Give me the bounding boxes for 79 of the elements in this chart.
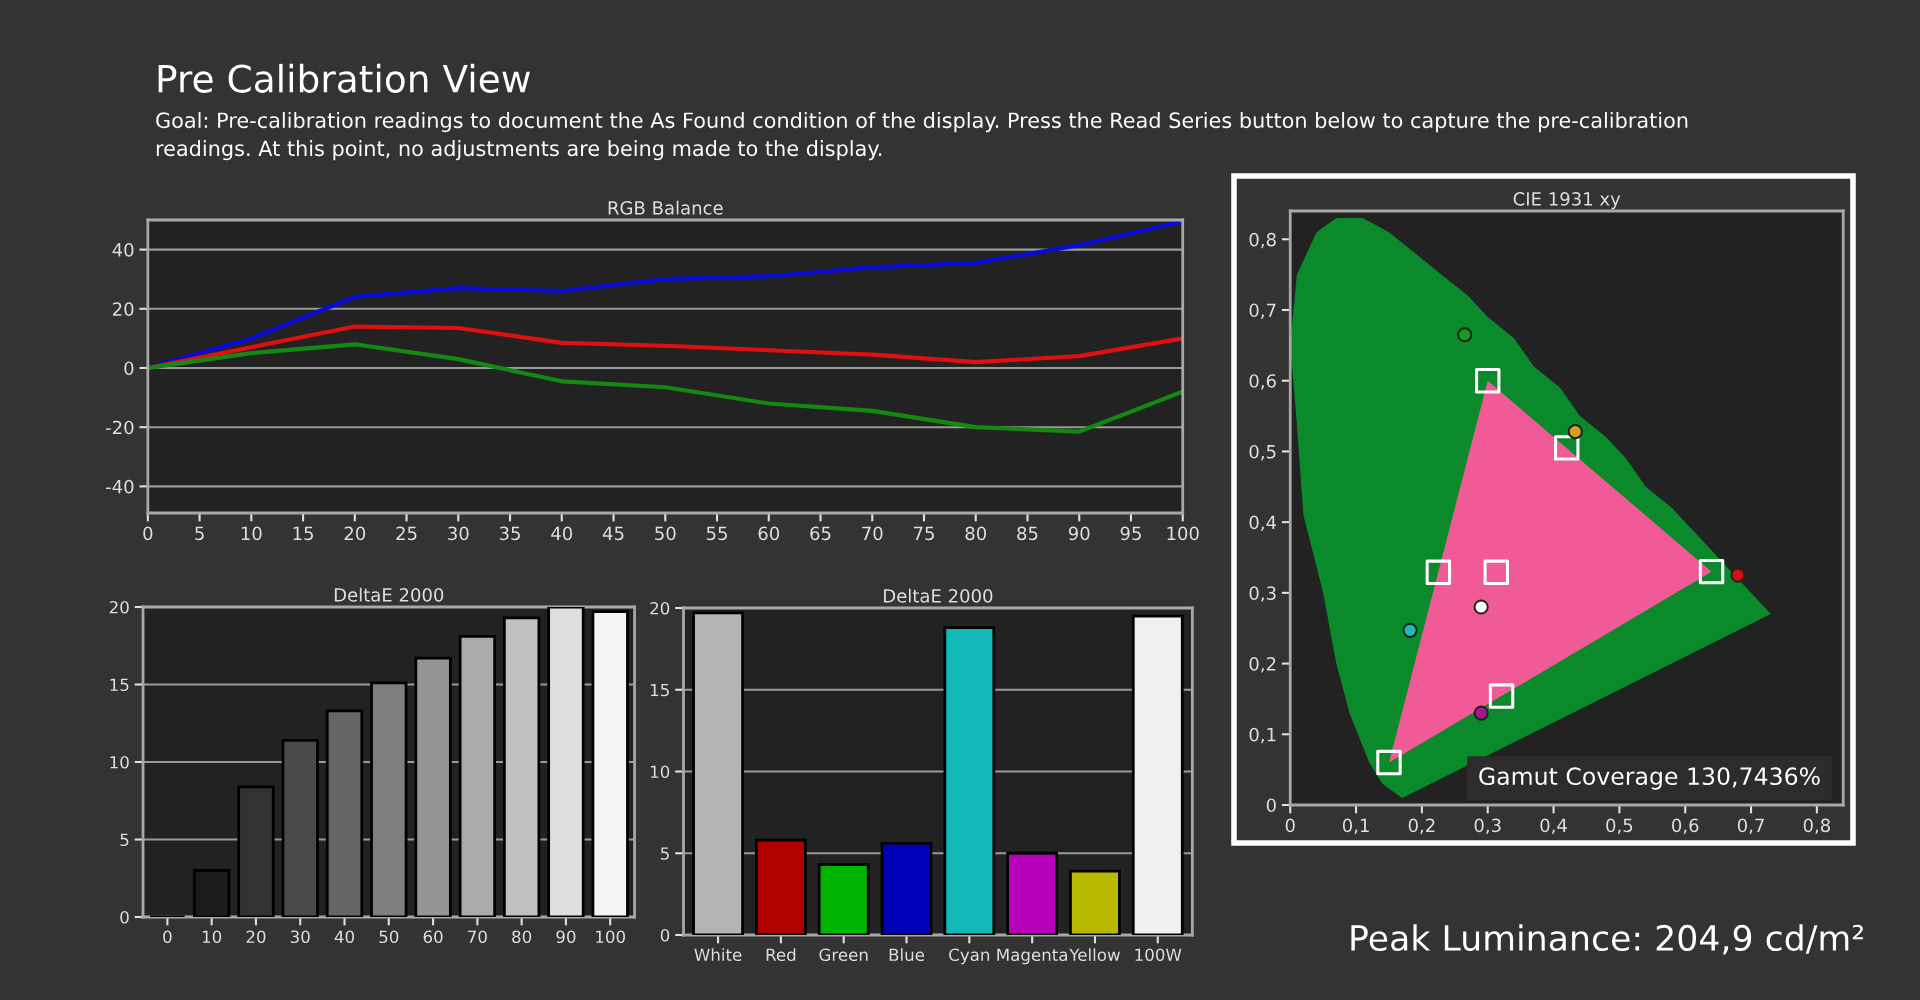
x-tick-label: 100 [1167, 526, 1199, 541]
x-tick-label: 0 [163, 930, 172, 944]
x-tick-label: 70 [862, 526, 883, 541]
y-tick-label: -20 [106, 420, 134, 435]
x-tick-label: 0,4 [1540, 818, 1567, 835]
y-tick-label: 20 [112, 302, 134, 316]
x-tick-label: 10 [202, 930, 222, 944]
x-tick-label: 0,2 [1408, 818, 1435, 835]
x-tick-label: 55 [706, 526, 727, 541]
x-tick-label: Yellow [1069, 948, 1120, 962]
chart-title: RGB Balance [608, 200, 723, 215]
x-tick-label: 0,7 [1737, 818, 1764, 835]
x-tick-label: 45 [602, 526, 624, 541]
x-tick-label: 0,5 [1606, 818, 1633, 835]
x-tick-label: 0,3 [1474, 818, 1501, 835]
y-tick-label: 15 [650, 683, 669, 697]
x-tick-label: Red [766, 948, 796, 962]
x-tick-label: 25 [396, 526, 417, 541]
y-tick-label: 10 [110, 755, 129, 769]
text: Goal: Pre-calibration readings to document the As Found condition of the display. Press the Read Series button below to capture the pre-calibration readings. At this point, no adjustments are being made to the display. [156, 112, 1688, 161]
x-tick-label: 50 [655, 526, 676, 541]
x-tick-label: 95 [1120, 526, 1141, 541]
x-tick-label: 80 [512, 930, 532, 944]
x-tick-label: 15 [293, 526, 313, 541]
x-tick-label: Magenta [997, 948, 1067, 965]
x-tick-label: 35 [499, 526, 520, 541]
x-tick-label: Cyan [949, 948, 990, 965]
y-tick-label: 5 [120, 833, 129, 847]
chart-title: CIE 1931 xy [1513, 192, 1621, 210]
x-tick-label: 30 [448, 526, 469, 541]
x-tick-label: 65 [810, 526, 831, 541]
x-tick-label: 30 [290, 930, 310, 944]
y-tick-label: 0,2 [1249, 657, 1276, 673]
y-tick-label: 5 [661, 847, 669, 860]
x-tick-label: 0,1 [1342, 818, 1369, 835]
x-tick-label: 75 [913, 526, 934, 541]
y-tick-label: 0 [120, 910, 129, 924]
x-tick-label: 20 [246, 930, 266, 944]
chart-title: DeltaE 2000 [884, 588, 993, 603]
x-tick-label: White [694, 948, 742, 962]
y-tick-label: 0,6 [1249, 374, 1276, 390]
x-tick-label: 70 [468, 930, 487, 944]
x-tick-label: 50 [379, 930, 399, 944]
x-tick-label: 10 [241, 526, 262, 541]
chart-title: DeltaE 2000 [334, 587, 444, 602]
text: Peak Luminance: 204,9 cd/m² [1351, 924, 1863, 955]
y-tick-label: 15 [110, 678, 129, 692]
x-tick-label: 60 [758, 526, 780, 541]
x-tick-label: 40 [334, 930, 355, 944]
y-tick-label: 0 [1266, 798, 1276, 813]
x-tick-label: Green [819, 948, 868, 962]
y-tick-label: 0,5 [1249, 444, 1276, 461]
x-tick-label: 20 [344, 526, 366, 541]
y-tick-label: 0,3 [1249, 586, 1276, 602]
x-tick-label: 100 [596, 930, 625, 944]
y-tick-label: 0 [124, 361, 134, 376]
text: Pre Calibration View [158, 63, 530, 93]
y-tick-label: 20 [650, 601, 670, 615]
x-tick-label: 90 [556, 930, 576, 944]
x-tick-label: 0 [143, 526, 153, 541]
y-tick-label: -40 [106, 479, 134, 494]
x-tick-label: 90 [1068, 526, 1090, 541]
x-tick-label: 100W [1135, 948, 1182, 962]
x-tick-label: 0,8 [1803, 818, 1830, 835]
x-tick-label: 40 [551, 526, 573, 541]
x-tick-label: 80 [965, 526, 987, 541]
x-tick-label: 85 [1017, 526, 1038, 541]
y-tick-label: 40 [112, 243, 134, 257]
y-tick-label: 10 [650, 765, 670, 779]
annotation: Gamut Coverage 130,7436% [1479, 767, 1820, 790]
x-tick-label: 0,6 [1672, 818, 1699, 835]
y-tick-label: 0,1 [1249, 727, 1276, 744]
x-tick-label: Blue [889, 948, 925, 962]
y-tick-label: 0,7 [1249, 303, 1276, 319]
x-tick-label: 60 [423, 930, 443, 944]
x-tick-label: 0 [1285, 818, 1295, 833]
x-tick-label: 5 [195, 526, 204, 541]
y-tick-label: 20 [109, 600, 129, 614]
y-tick-label: 0,8 [1249, 232, 1276, 249]
